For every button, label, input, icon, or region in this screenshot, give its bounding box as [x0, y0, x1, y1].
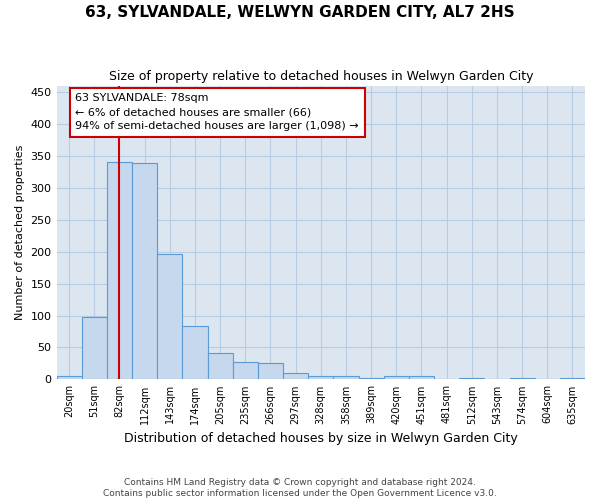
Text: 63, SYLVANDALE, WELWYN GARDEN CITY, AL7 2HS: 63, SYLVANDALE, WELWYN GARDEN CITY, AL7 … [85, 5, 515, 20]
Bar [334, 376, 359, 380]
Bar [157, 254, 182, 380]
Y-axis label: Number of detached properties: Number of detached properties [15, 145, 25, 320]
Bar [132, 164, 157, 380]
Bar [233, 362, 258, 380]
Bar [308, 376, 334, 380]
Bar [560, 378, 585, 380]
Bar [208, 353, 233, 380]
Bar [383, 376, 409, 380]
Bar [82, 318, 107, 380]
Bar [56, 376, 82, 380]
Text: Contains HM Land Registry data © Crown copyright and database right 2024.
Contai: Contains HM Land Registry data © Crown c… [103, 478, 497, 498]
Bar [258, 364, 283, 380]
Bar [182, 326, 208, 380]
Bar [509, 378, 535, 380]
Bar [409, 376, 434, 380]
Bar [107, 162, 132, 380]
Text: 63 SYLVANDALE: 78sqm
← 6% of detached houses are smaller (66)
94% of semi-detach: 63 SYLVANDALE: 78sqm ← 6% of detached ho… [76, 93, 359, 131]
Bar [459, 378, 484, 380]
Bar [359, 378, 383, 380]
Bar [283, 373, 308, 380]
Title: Size of property relative to detached houses in Welwyn Garden City: Size of property relative to detached ho… [109, 70, 533, 83]
X-axis label: Distribution of detached houses by size in Welwyn Garden City: Distribution of detached houses by size … [124, 432, 518, 445]
